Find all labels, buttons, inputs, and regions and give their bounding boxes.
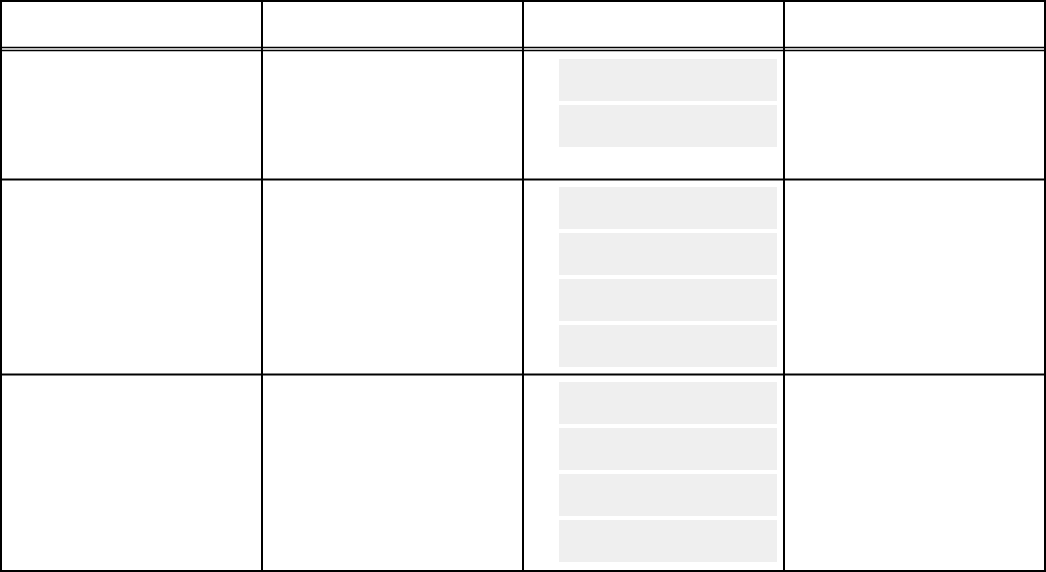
field (559, 382, 777, 424)
field (559, 279, 777, 321)
field (559, 59, 777, 101)
field (559, 428, 777, 470)
field (559, 105, 777, 147)
field (559, 474, 777, 516)
field (559, 325, 777, 367)
fields (559, 59, 777, 562)
field (559, 520, 777, 562)
field (559, 233, 777, 275)
field (559, 187, 777, 229)
